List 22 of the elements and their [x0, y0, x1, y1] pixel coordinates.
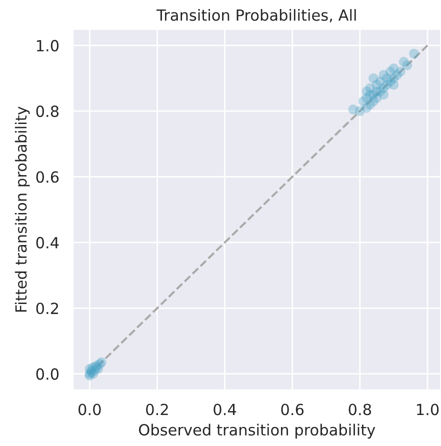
y-tick-label: 0.6: [36, 171, 59, 183]
x-tick-label: 0.8: [348, 404, 372, 416]
y-tick-label: 1.0: [36, 40, 59, 52]
point: [402, 60, 412, 70]
point: [396, 66, 406, 77]
x-tick-label: 0.0: [78, 404, 101, 416]
y-tick-label: 0.0: [36, 368, 59, 380]
y-tick-label: 0.2: [36, 302, 58, 314]
y-tick-label: 0.4: [36, 236, 59, 248]
x-tick-label: 0.2: [146, 404, 168, 416]
point: [388, 80, 399, 90]
x-tick-label: 0.4: [214, 404, 236, 416]
point: [365, 90, 375, 100]
x-tick-label: 1.0: [417, 404, 439, 416]
y-axis-title: Fitted transition probability: [14, 106, 30, 312]
chart-title: Transition Probabilities, All: [156, 9, 356, 22]
point: [362, 102, 372, 113]
point: [409, 48, 419, 59]
y-tick-label: 0.8: [36, 106, 59, 118]
point: [378, 90, 388, 100]
x-tick-label: 0.6: [281, 404, 304, 416]
x-axis-title: Observed transition probability: [138, 424, 376, 439]
